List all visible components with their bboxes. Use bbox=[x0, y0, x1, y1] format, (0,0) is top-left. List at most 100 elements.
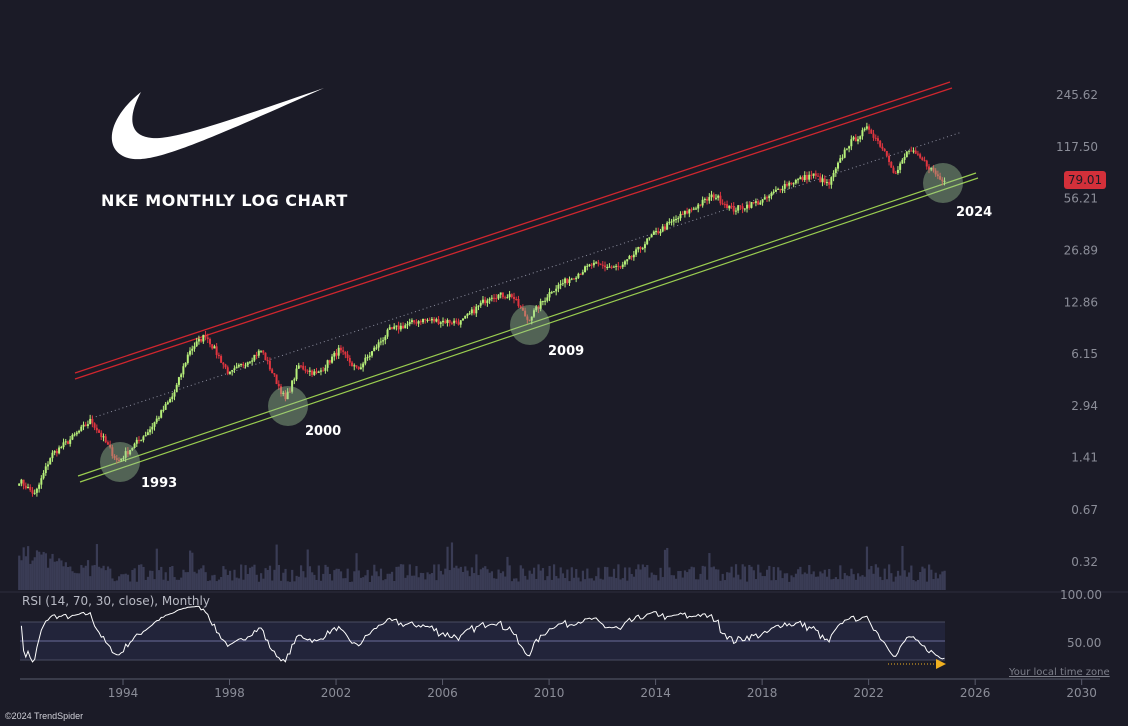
volume-bar bbox=[31, 560, 34, 590]
candle-body bbox=[162, 409, 165, 411]
volume-bar bbox=[646, 565, 649, 590]
candle-body bbox=[470, 309, 473, 314]
candle-body bbox=[477, 305, 480, 307]
candle-body bbox=[308, 370, 311, 372]
volume-bar bbox=[883, 568, 886, 590]
volume-bar bbox=[240, 564, 243, 590]
candle-body bbox=[604, 265, 607, 268]
volume-bar bbox=[437, 564, 440, 590]
volume-bar bbox=[33, 557, 36, 590]
volume-bar bbox=[397, 566, 400, 590]
volume-bar bbox=[852, 574, 855, 590]
candle-body bbox=[548, 292, 551, 298]
volume-bar bbox=[262, 578, 265, 590]
volume-bar bbox=[726, 572, 729, 590]
candle-body bbox=[80, 426, 83, 431]
volume-bar bbox=[559, 567, 562, 590]
volume-bar bbox=[925, 581, 928, 590]
volume-bar bbox=[823, 569, 826, 590]
price-axis[interactable]: 245.62 117.50 56.21 26.89 12.86 6.15 2.94 1.41 0… bbox=[1056, 88, 1098, 569]
candle-body bbox=[366, 357, 369, 359]
price-tick: 12.86 bbox=[1064, 295, 1098, 309]
volume-bar bbox=[919, 571, 922, 590]
volume-bar bbox=[410, 575, 414, 590]
candle-body bbox=[632, 254, 635, 258]
volume-bar bbox=[550, 579, 553, 590]
candle-body bbox=[386, 329, 389, 337]
price-tick: 0.32 bbox=[1071, 555, 1098, 569]
volume-bar bbox=[719, 580, 722, 590]
candle-body bbox=[111, 447, 114, 456]
volume-bar bbox=[215, 581, 218, 590]
candle-body bbox=[652, 231, 655, 235]
candle-body bbox=[430, 318, 433, 321]
candle-body bbox=[748, 204, 751, 208]
volume-bar bbox=[457, 568, 460, 590]
volume-bar bbox=[515, 578, 518, 590]
volume-bar bbox=[652, 574, 656, 590]
candle-body bbox=[910, 150, 913, 152]
candle-body bbox=[175, 384, 178, 393]
volume-bar bbox=[541, 568, 545, 590]
volume-bar bbox=[650, 572, 653, 590]
candle-body bbox=[422, 319, 425, 323]
candle-body bbox=[244, 365, 247, 367]
candle-body bbox=[333, 352, 336, 357]
volume-bar bbox=[180, 577, 183, 590]
volume-bar bbox=[46, 567, 50, 590]
candle-body bbox=[426, 319, 429, 321]
candle-body bbox=[268, 360, 271, 370]
volume-bar bbox=[690, 566, 693, 590]
candle-body bbox=[140, 440, 143, 442]
volume-bar bbox=[592, 580, 596, 590]
volume-bar bbox=[863, 576, 866, 590]
candle-body bbox=[486, 300, 489, 304]
candle-body bbox=[404, 325, 407, 329]
candle-body bbox=[537, 306, 540, 309]
candle-body bbox=[237, 364, 240, 367]
candle-body bbox=[712, 194, 715, 198]
rsi-tick-50: 50.00 bbox=[1067, 636, 1101, 650]
candle-body bbox=[484, 299, 487, 304]
candle-body bbox=[852, 137, 855, 140]
candle-body bbox=[708, 197, 711, 201]
candle-body bbox=[46, 464, 49, 467]
volume-bar bbox=[406, 575, 409, 590]
candle-body bbox=[24, 485, 27, 489]
volume-bar bbox=[668, 567, 671, 590]
volume-bar bbox=[228, 570, 232, 590]
volume-bar bbox=[271, 580, 274, 590]
volume-bar bbox=[510, 581, 513, 590]
candle-body bbox=[750, 202, 753, 208]
candle-body bbox=[646, 238, 649, 245]
candle-body bbox=[888, 155, 891, 162]
candle-body bbox=[293, 379, 296, 381]
volume-bar bbox=[95, 544, 99, 590]
candle-body bbox=[126, 451, 129, 455]
volume-bar bbox=[819, 571, 822, 590]
volume-bar bbox=[260, 573, 263, 590]
candle-body bbox=[257, 350, 260, 356]
volume-bar bbox=[737, 574, 740, 590]
rsi-tick-100: 100.00 bbox=[1060, 588, 1102, 602]
volume-bar bbox=[943, 570, 946, 590]
volume-bar bbox=[395, 566, 398, 590]
candle-body bbox=[368, 355, 371, 358]
candle-body bbox=[84, 424, 87, 426]
candle-body bbox=[901, 159, 904, 164]
timezone-link[interactable]: Your local time zone bbox=[1009, 667, 1110, 678]
time-axis[interactable]: 1994 1998 2002 2006 2010 2014 2018 2022 2026 2030 bbox=[108, 679, 1097, 700]
candle-body bbox=[197, 338, 200, 342]
volume-bar bbox=[22, 547, 25, 590]
candle-body bbox=[255, 354, 258, 356]
candle-body bbox=[66, 441, 69, 444]
volume-bar bbox=[814, 576, 818, 590]
candle-body bbox=[235, 366, 238, 369]
upper-channel-line-2 bbox=[74, 87, 953, 380]
volume-bar bbox=[481, 567, 485, 590]
volume-bar bbox=[916, 579, 920, 590]
candle-body bbox=[62, 442, 65, 448]
volume-bar bbox=[812, 571, 815, 590]
volume-bar bbox=[597, 567, 600, 590]
